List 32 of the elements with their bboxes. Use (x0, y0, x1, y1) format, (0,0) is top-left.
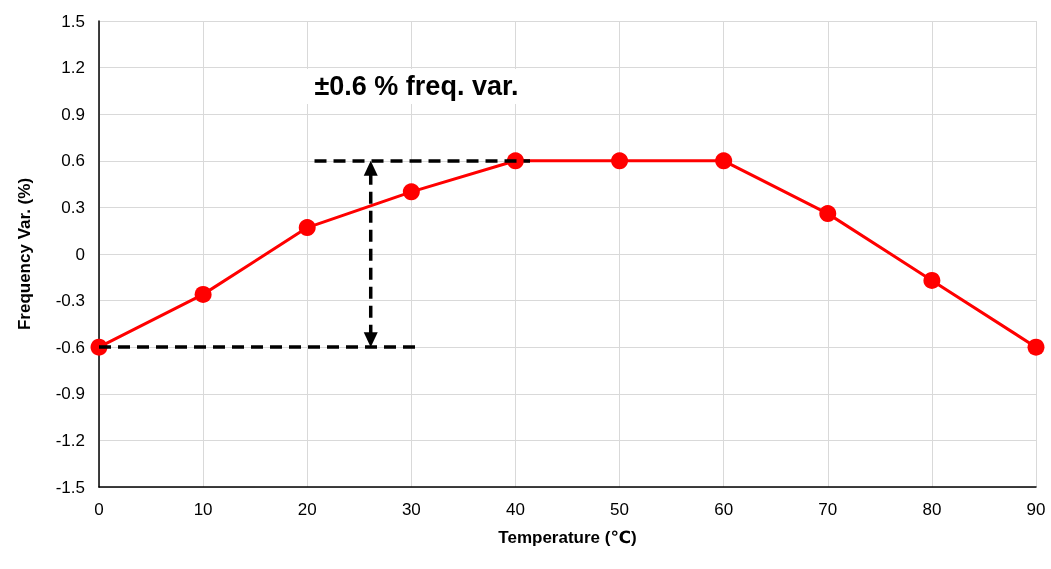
x-axis-title: Temperature (℃) (498, 528, 637, 547)
x-tick-label: 60 (714, 500, 734, 519)
point (819, 205, 837, 223)
y-tick-label: 1.5 (61, 11, 85, 31)
x-tick-label: 0 (94, 500, 104, 519)
x-tick-label: 20 (297, 500, 317, 519)
x-tick-label: 80 (922, 500, 942, 519)
y-tick-label: -0.9 (55, 384, 85, 404)
y-axis-title: Frequency Var. (%) (15, 177, 34, 331)
x-tick-label: 40 (505, 500, 525, 519)
y-tick-label: 0.6 (61, 151, 85, 171)
point (715, 152, 733, 170)
y-tick-label: -0.3 (55, 291, 85, 311)
x-tick-label: 30 (401, 500, 421, 519)
point (923, 271, 941, 289)
y-tick-label: 0.3 (61, 197, 85, 217)
y-tick-label: 1.2 (61, 58, 85, 78)
annotation: ±0.6 % freq. var. (314, 71, 519, 102)
x-tick-label: 90 (1026, 500, 1046, 519)
y-tick-label: -0.6 (55, 337, 85, 357)
y-tick-label: 0.9 (61, 104, 85, 124)
point (1027, 338, 1045, 356)
x-tick-label: 50 (610, 500, 630, 519)
point (298, 219, 316, 237)
point (194, 285, 212, 303)
x-tick-label: 10 (193, 500, 213, 519)
x-tick-label: 70 (818, 500, 838, 519)
y-tick-label: -1.5 (55, 477, 85, 497)
point (402, 183, 420, 201)
point (611, 152, 629, 170)
y-tick-label: 0 (75, 244, 85, 264)
y-tick-label: -1.2 (55, 430, 85, 450)
